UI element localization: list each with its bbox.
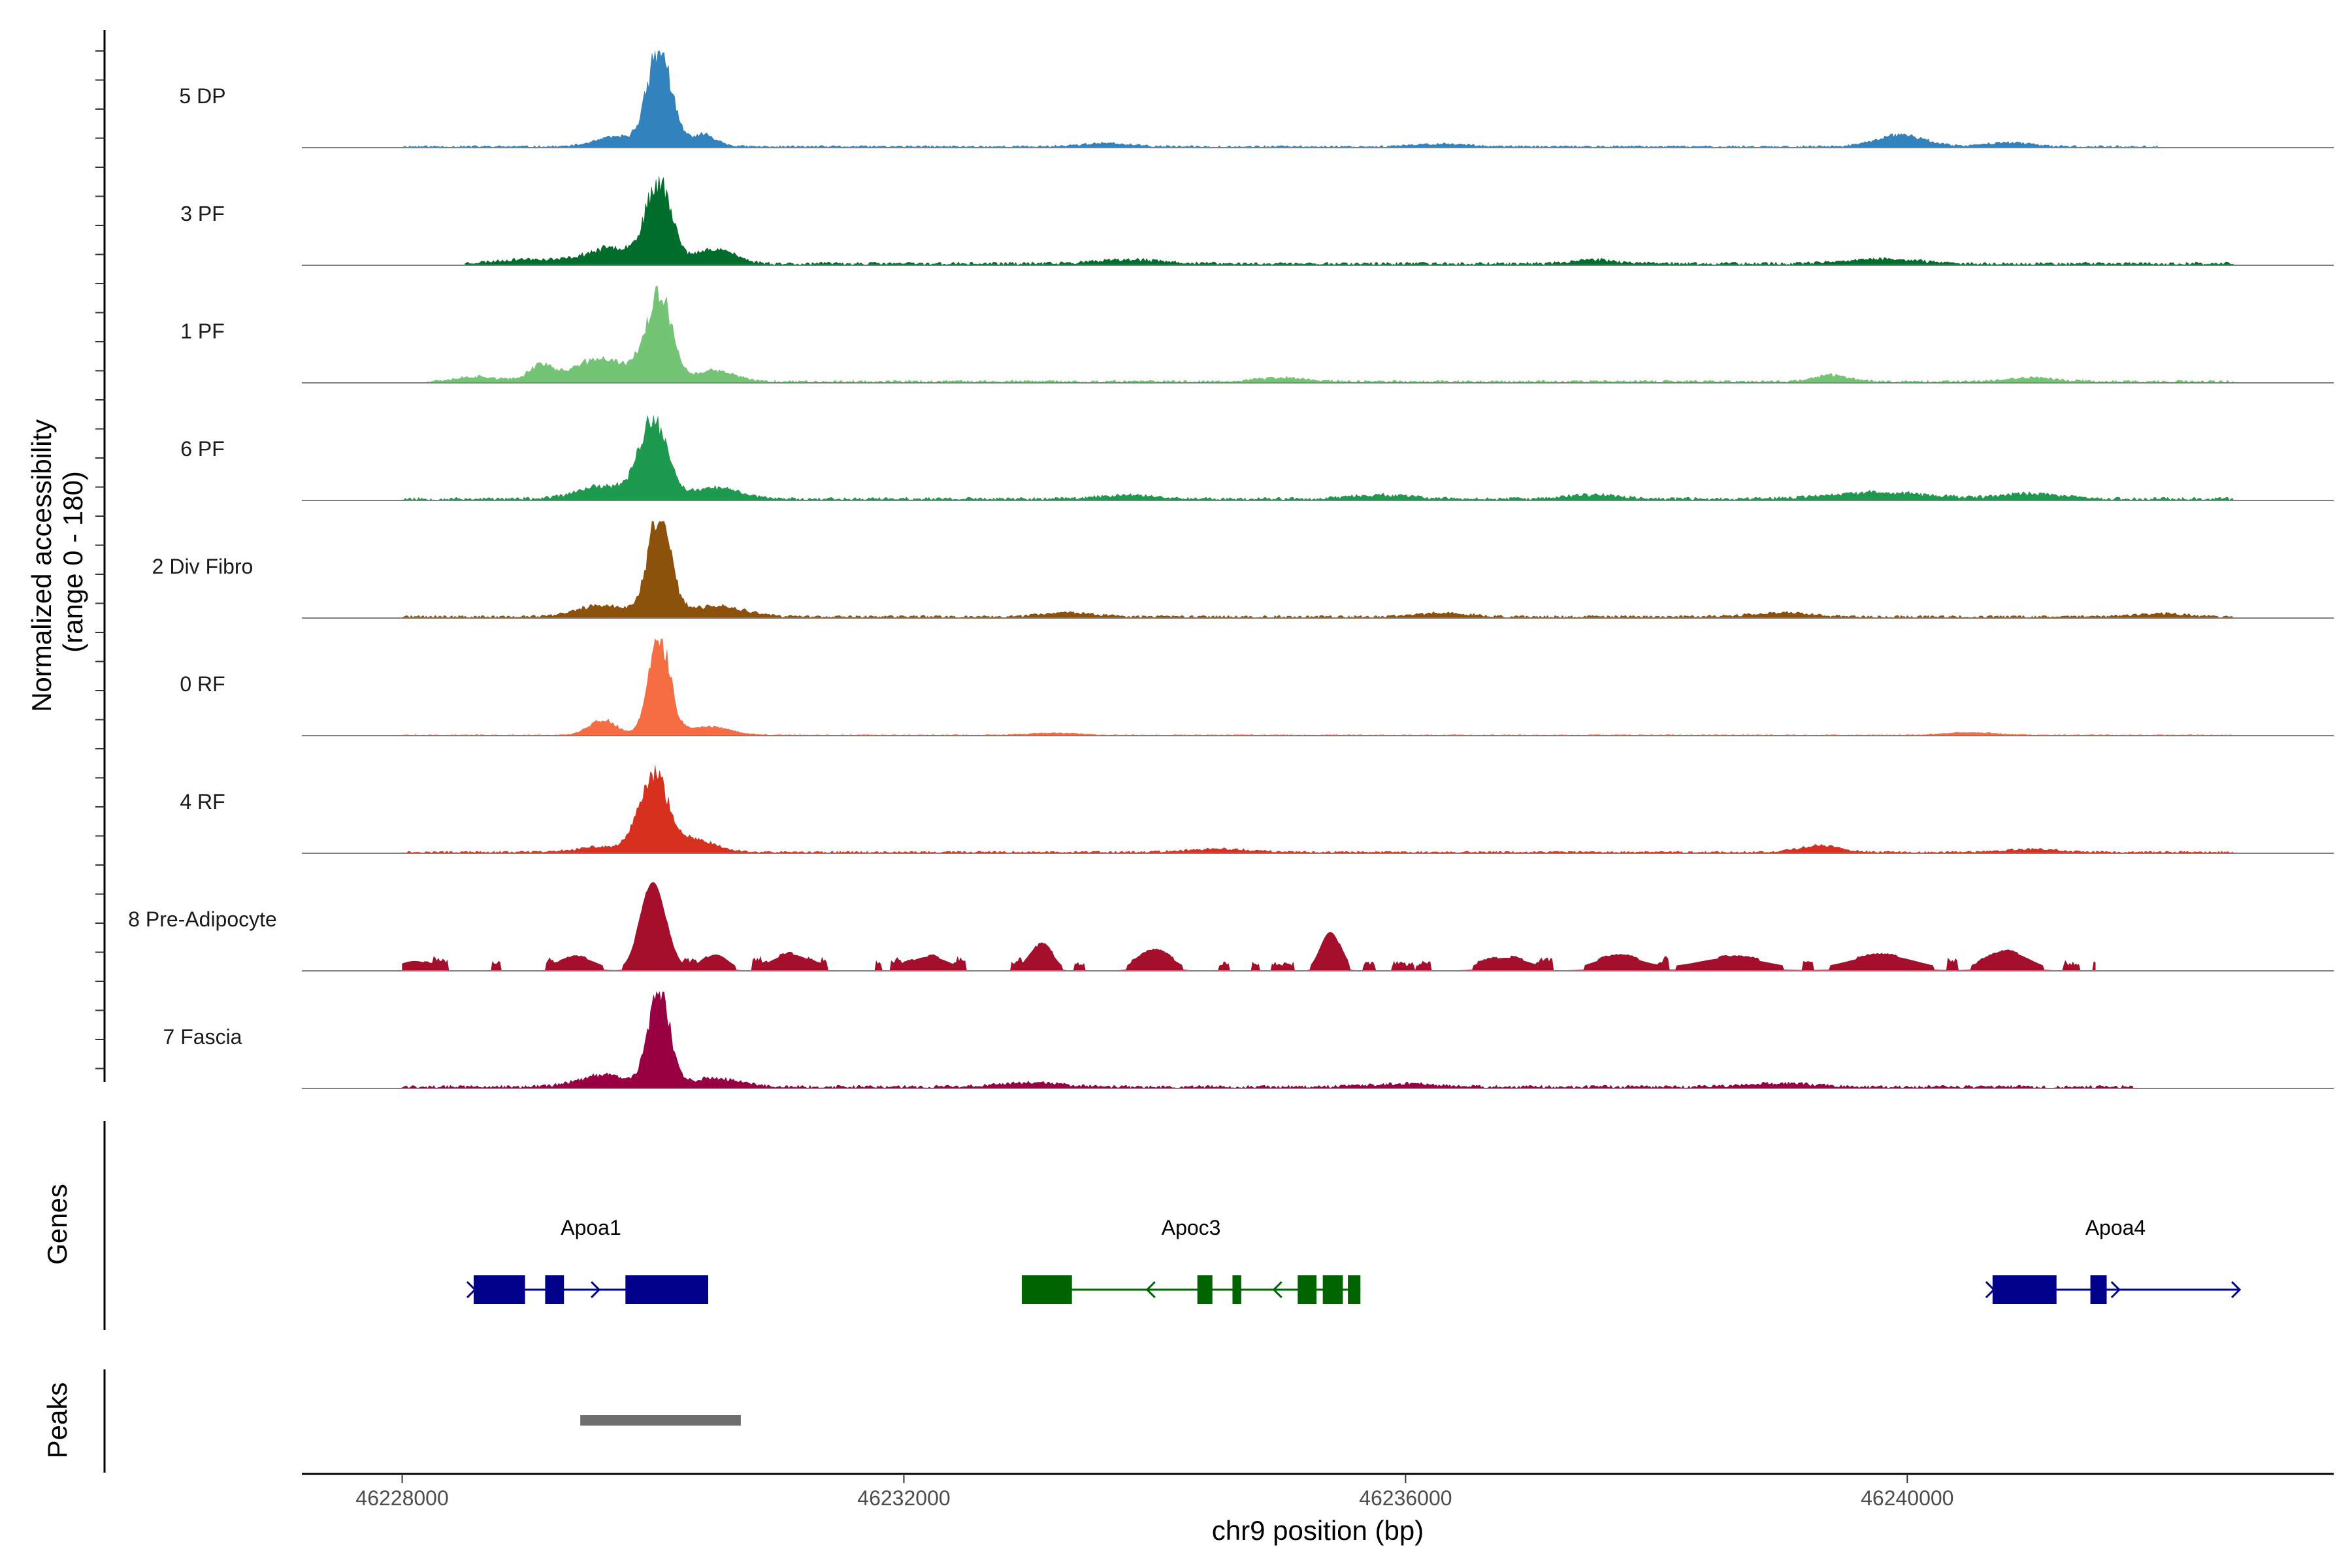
strand-arrow <box>466 1281 477 1299</box>
track-label: 3 PF <box>180 202 225 225</box>
gene-exon <box>545 1275 564 1304</box>
y-axis-title-line-1: Normalized accessibility <box>26 419 57 712</box>
gene-exon <box>1021 1275 1072 1304</box>
gene-apoa4: Apoa4 <box>1985 1216 2242 1304</box>
x-tick-label: 46228000 <box>355 1486 448 1510</box>
coverage-area <box>402 415 2234 501</box>
gene-exon <box>1348 1275 1361 1304</box>
peaks-track-title: Peaks <box>42 1382 73 1459</box>
strand-arrow <box>591 1281 601 1299</box>
track-6-pf: 6 PF <box>180 415 2334 501</box>
track-8-pre-adipocyte: 8 Pre-Adipocyte <box>128 882 2334 972</box>
gene-exon <box>2090 1275 2107 1304</box>
strand-arrow <box>1272 1281 1282 1299</box>
gene-exon <box>1298 1275 1317 1304</box>
track-label: 8 Pre-Adipocyte <box>128 907 277 931</box>
gene-apoa1: Apoa1 <box>466 1216 708 1304</box>
peak-region <box>580 1415 741 1426</box>
gene-exon <box>1992 1275 2057 1304</box>
gene-exon <box>474 1275 525 1304</box>
x-axis-title: chr9 position (bp) <box>1212 1515 1424 1546</box>
track-label: 1 PF <box>180 319 225 343</box>
track-label: 4 RF <box>180 790 225 813</box>
track-label: 7 Fascia <box>163 1025 242 1049</box>
x-axis: 46228000 46232000 46236000 46240000 <box>302 1473 2334 1510</box>
strand-arrow <box>2110 1281 2121 1299</box>
track-label: 6 PF <box>180 437 225 461</box>
coverage-area <box>402 638 2234 736</box>
coverage-area <box>402 990 2134 1089</box>
gene-exon <box>625 1275 708 1304</box>
coverage-tracks: 5 DP 3 PF 1 PF 6 PF 2 Div Fibro 0 RF 4 RF 8 Pre… <box>128 50 2334 1089</box>
coverage-area <box>402 882 2096 972</box>
strand-arrow <box>1145 1281 1156 1299</box>
track-5-dp: 5 DP <box>179 50 2334 148</box>
gene-exon <box>1232 1275 1241 1304</box>
strand-arrow <box>1985 1281 1995 1299</box>
coverage-area <box>427 286 2234 384</box>
genes-track-title: Genes <box>42 1184 73 1265</box>
gene-apoc3: Apoc3 <box>1021 1216 1361 1304</box>
y-axis-title-line-2: (range 0 - 180) <box>57 471 88 653</box>
gene-label: Apoc3 <box>1162 1216 1221 1239</box>
x-tick-label: 46240000 <box>1861 1486 1953 1510</box>
track-1-pf: 1 PF <box>180 286 2334 384</box>
gene-label: Apoa4 <box>2085 1216 2146 1239</box>
peaks-track <box>103 1369 741 1473</box>
track-2-div-fibro: 2 Div Fibro <box>152 521 2334 619</box>
y-axis-title: Normalized accessibility (range 0 - 180) <box>26 412 88 712</box>
track-label: 2 Div Fibro <box>152 555 253 578</box>
x-tick-label: 46236000 <box>1359 1486 1452 1510</box>
track-label: 5 DP <box>179 84 225 108</box>
track-3-pf: 3 PF <box>180 176 2334 266</box>
coverage-area <box>465 176 2234 266</box>
track-4-rf: 4 RF <box>180 765 2334 854</box>
coverage-area <box>402 765 2234 854</box>
coverage-area <box>402 50 2159 148</box>
track-0-rf: 0 RF <box>180 638 2334 736</box>
gene-exon <box>1322 1275 1343 1304</box>
gene-annotation-track: Apoa1 Apoc3 Apoa4 <box>103 1121 2242 1330</box>
coverage-area <box>402 521 2234 619</box>
strand-arrow <box>2231 1281 2242 1299</box>
gene-exon <box>1197 1275 1213 1304</box>
track-label: 0 RF <box>180 672 225 696</box>
y-axis <box>95 30 106 1082</box>
x-tick-label: 46232000 <box>857 1486 950 1510</box>
gene-label: Apoa1 <box>561 1216 621 1239</box>
track-7-fascia: 7 Fascia <box>163 990 2334 1089</box>
